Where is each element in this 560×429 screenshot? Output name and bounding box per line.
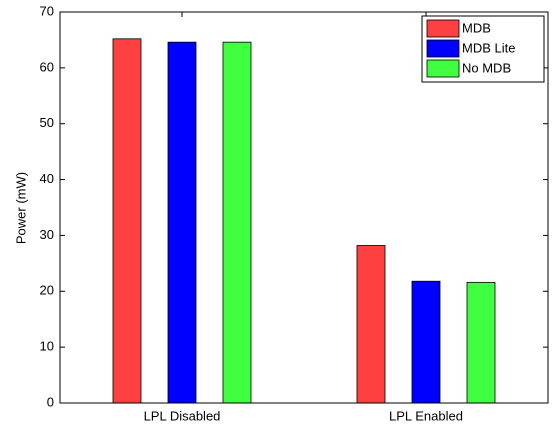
bar xyxy=(356,245,386,404)
y-tick-label: 70 xyxy=(40,3,54,18)
x-tick-label: LPL Enabled xyxy=(389,408,463,423)
bar xyxy=(112,38,142,404)
bar xyxy=(222,41,252,404)
y-tick-label: 40 xyxy=(40,171,54,186)
legend-swatch xyxy=(426,19,460,38)
x-tick-label: LPL Disabled xyxy=(144,408,221,423)
axes-box xyxy=(59,11,549,404)
bar xyxy=(411,280,441,404)
legend-swatch xyxy=(426,39,460,58)
y-tick-label: 60 xyxy=(40,59,54,74)
legend-label: MDB Lite xyxy=(462,40,515,55)
bar xyxy=(466,281,496,404)
legend-label: No MDB xyxy=(462,60,511,75)
y-axis-label: Power (mW) xyxy=(13,172,28,244)
y-tick-label: 10 xyxy=(40,339,54,354)
bar xyxy=(167,41,197,404)
y-tick-label: 20 xyxy=(40,283,54,298)
y-tick-label: 0 xyxy=(47,394,54,409)
legend-swatch xyxy=(426,59,460,78)
legend-label: MDB xyxy=(462,20,491,35)
y-tick-label: 30 xyxy=(40,227,54,242)
y-tick-label: 50 xyxy=(40,115,54,130)
